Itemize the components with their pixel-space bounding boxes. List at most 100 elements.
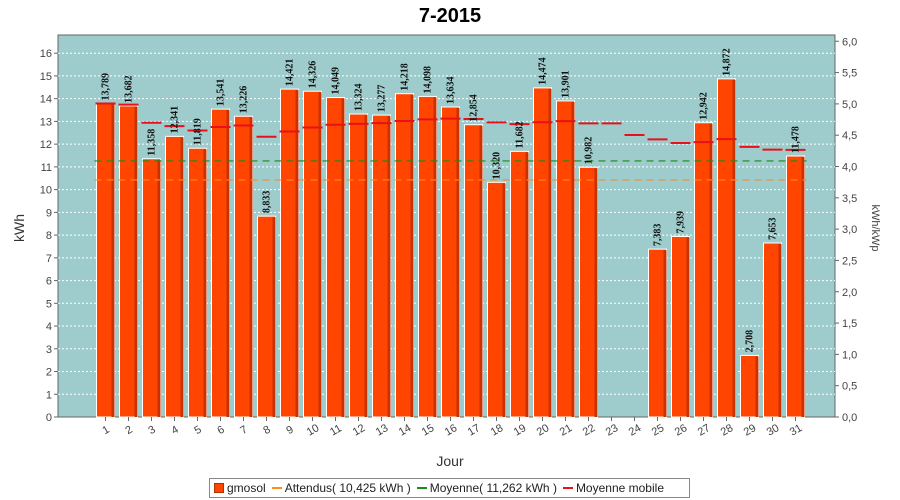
bar-value-label: 13,682 [124,75,135,103]
bar-value-label: 11,478 [791,126,802,153]
bar-shade [387,116,391,417]
bar-shade [433,97,437,418]
bar-shade [272,217,276,417]
bar-value-label: 11,819 [193,118,204,145]
y-tick-label: 4 [46,321,52,333]
bar-value-label: 13,541 [216,79,227,107]
bar-shade [594,168,598,417]
x-tick-label: 14 [397,422,414,439]
x-tick-label: 1 [100,424,111,437]
x-tick-label: 30 [765,422,782,439]
y-tick-label: 16 [40,48,52,60]
x-tick-label: 7 [238,424,249,437]
chart-title: 7-2015 [419,5,481,27]
x-axis-ticks: 1 2 3 4 5 6 7 8 9 10 11 12 13 14 15 16 17 18 19 20 21 22 23 24 2… [100,417,804,439]
legend-swatch-gmosol [214,483,224,493]
reference-lines [94,160,807,181]
bar-shade [295,90,299,417]
bar-value-label: 13,226 [239,86,250,114]
x-tick-label: 28 [719,422,736,439]
legend-item-attendus: Attendus( 10,425 kWh ) [271,481,411,495]
x-tick-label: 5 [192,424,203,437]
x-tick-label: 4 [169,424,180,437]
bar-shade [755,356,759,417]
y-tick-label: 2 [46,367,52,379]
bar-value-label: 11,358 [147,129,158,156]
y2-tick-label: 4,0 [842,162,857,174]
bar-shade [111,104,115,417]
x-tick-label: 11 [328,422,344,438]
x-tick-label: 3 [146,424,157,437]
legend-swatch-moyenne-mobile [562,487,573,489]
bar-value-label: 12,854 [469,94,480,122]
legend-swatch-moyenne [416,487,427,489]
y2-tick-label: 5,0 [842,99,857,111]
bar-value-label: 11,682 [515,121,526,148]
legend-item-moyenne-mobile: Moyenne mobile [562,481,664,495]
bar-shade [709,123,713,417]
y2-tick-label: 3,5 [842,193,857,205]
y2-axis-label: kWh/kWp [869,204,881,251]
x-tick-label: 18 [489,422,506,439]
x-tick-label: 26 [673,422,690,439]
bar-value-label: 13,277 [377,85,388,113]
y2-tick-label: 1,0 [842,349,857,361]
x-tick-label: 23 [604,422,621,439]
x-tick-label: 16 [443,422,460,439]
bar-value-label: 2,708 [745,330,756,353]
y2-tick-label: 2,5 [842,255,857,267]
y2-tick-label: 0,5 [842,381,857,393]
bar-value-label: 12,341 [170,106,181,134]
y2-tick-label: 6,0 [842,36,857,48]
y2-tick-label: 0,0 [842,412,857,424]
bar-shade [732,79,736,417]
bar-value-label: 14,326 [308,61,319,89]
y-tick-label: 5 [46,298,52,310]
bar-value-label: 14,218 [400,63,411,91]
bar-shade [502,183,506,417]
x-tick-label: 31 [788,422,805,439]
bar-shade [548,88,552,418]
bar-labels-group: 13,789 13,682 11,358 12,341 11,819 13,541 13,2… [101,48,802,352]
bar-value-label: 7,383 [653,224,664,247]
x-tick-label: 15 [420,422,437,439]
bar-value-label: 14,872 [722,48,733,76]
x-tick-label: 27 [696,422,713,439]
y2-tick-label: 4,5 [842,130,857,142]
bar-value-label: 14,098 [423,66,434,94]
y2-axis-ticks: 0,0 0,5 1,0 1,5 2,0 2,5 3,0 3,5 4,0 4,5 5,0 5,5 6,0 [835,36,857,424]
x-axis-label: Jour [436,453,464,469]
bar-value-label: 13,634 [446,76,457,104]
bar-shade [180,137,184,417]
x-tick-label: 25 [650,422,667,439]
y2-tick-label: 3,0 [842,224,857,236]
bar-shade [778,243,782,417]
bar-value-label: 13,789 [101,73,112,101]
bar-value-label: 13,901 [561,70,572,98]
y-tick-label: 3 [46,344,52,356]
bar-shade [226,110,230,417]
bar-shade [341,98,345,418]
bar-shade [571,101,575,418]
y2-tick-label: 5,5 [842,68,857,80]
y-tick-label: 0 [46,412,52,424]
legend-swatch-attendus [271,487,282,489]
x-tick-label: 2 [123,424,134,437]
legend-item-moyenne: Moyenne( 11,262 kWh ) [416,481,557,495]
legend-label-moyenne: Moyenne( 11,262 kWh ) [429,481,557,495]
y-axis-label: kWh [11,214,27,242]
bar-shade [456,107,460,418]
bar-value-label: 14,049 [331,67,342,95]
y-tick-label: 10 [40,185,52,197]
y2-tick-label: 1,5 [842,318,857,330]
x-tick-label: 17 [466,422,483,439]
bar-shade [686,237,690,417]
x-tick-label: 12 [351,422,368,439]
bar-value-label: 13,324 [354,84,365,112]
y-tick-label: 11 [41,162,52,174]
bar-value-label: 10,320 [492,152,503,180]
y-tick-label: 7 [46,253,52,265]
